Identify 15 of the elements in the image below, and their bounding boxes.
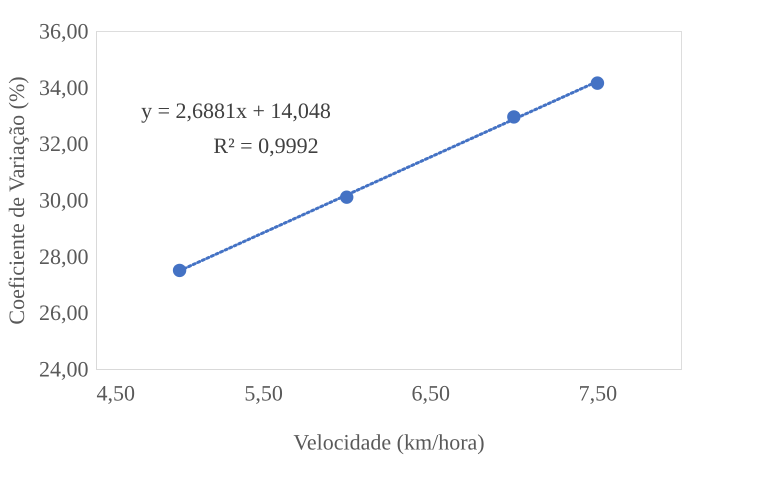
annotation: y = 2,6881x + 14,048 [141,98,331,123]
x-axis-title: Velocidade (km/hora) [293,430,485,454]
y-tick-label: 24,00 [39,356,88,382]
y-tick-label: 32,00 [39,131,88,156]
y-tick-label: 30,00 [39,188,88,212]
x-tick-label: 5,50 [244,380,283,406]
y-tick-label: 28,00 [39,244,88,269]
y-axis-title: Coeficiente de Variação (%) [4,76,29,325]
y-tick-label: 26,00 [39,300,88,326]
x-tick-label: 6,50 [412,380,450,406]
annotation: R² = 0,9992 [213,133,319,158]
y-tick-label: 34,00 [39,74,88,100]
y-tick-label: 36,00 [39,18,88,44]
x-tick-label: 7,50 [578,380,618,406]
x-tick-label: 4,50 [96,380,135,406]
